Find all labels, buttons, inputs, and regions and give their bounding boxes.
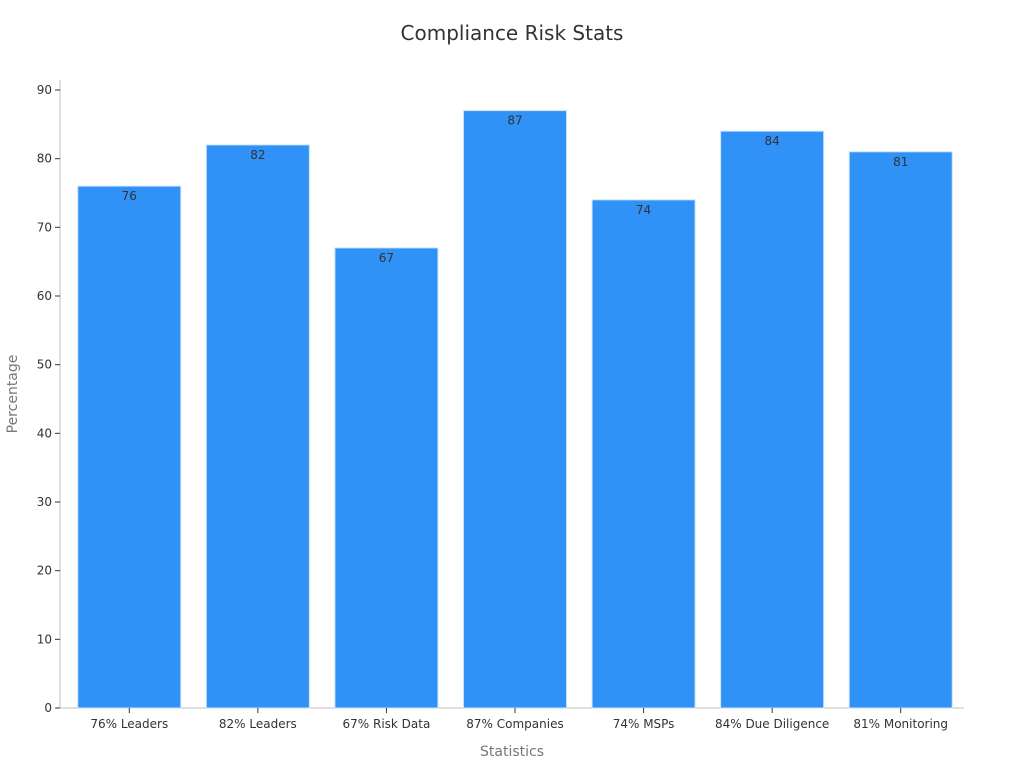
plot-area: 0 10 20 30 40 50 60 70 80 90 76 76% Leaders 82 82% Le… [37,80,964,731]
bar-value-label: 87 [507,114,522,128]
y-tick-label: 0 [44,701,52,715]
x-tick-label: 87% Companies [466,717,563,731]
y-axis-label: Percentage [5,355,21,434]
bar [720,130,825,709]
bar [205,144,310,709]
chart-title: Compliance Risk Stats [401,21,624,45]
bar-value-label: 74 [636,203,651,217]
x-tick-label: 84% Due Diligence [715,717,829,731]
x-tick-label: 74% MSPs [613,717,675,731]
bar [77,185,182,709]
x-tick-label: 76% Leaders [90,717,168,731]
bar-value-label: 81 [893,155,908,169]
bar [334,247,439,709]
bar [591,199,696,709]
y-tick-label: 70 [37,220,52,234]
y-tick-label: 20 [37,564,52,578]
bar-value-label: 67 [379,251,394,265]
bar-value-label: 76 [122,189,137,203]
x-axis-label: Statistics [480,744,544,760]
y-tick-label: 60 [37,289,52,303]
y-tick-label: 40 [37,426,52,440]
x-tick-label: 67% Risk Data [343,717,431,731]
y-tick-label: 80 [37,152,52,166]
bar-value-label: 84 [765,134,780,148]
bar-value-label: 82 [250,148,265,162]
bar [463,110,567,709]
bar [848,151,953,709]
y-tick-label: 90 [37,83,52,97]
y-tick-label: 10 [37,632,52,646]
x-tick-label: 81% Monitoring [853,717,948,731]
x-tick-label: 82% Leaders [219,717,297,731]
y-tick-label: 50 [37,358,52,372]
y-tick-label: 30 [37,495,52,509]
